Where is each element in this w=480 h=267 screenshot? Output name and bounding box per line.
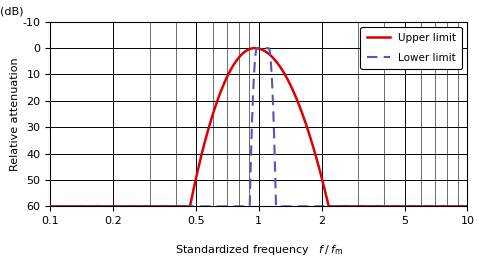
Text: Standardized frequency   $f\,/\,f_\mathrm{m}$: Standardized frequency $f\,/\,f_\mathrm{…	[175, 243, 343, 257]
Legend: Upper limit, Lower limit: Upper limit, Lower limit	[360, 27, 462, 69]
Text: (dB): (dB)	[0, 6, 24, 16]
Y-axis label: Relative attenuation: Relative attenuation	[10, 57, 20, 171]
